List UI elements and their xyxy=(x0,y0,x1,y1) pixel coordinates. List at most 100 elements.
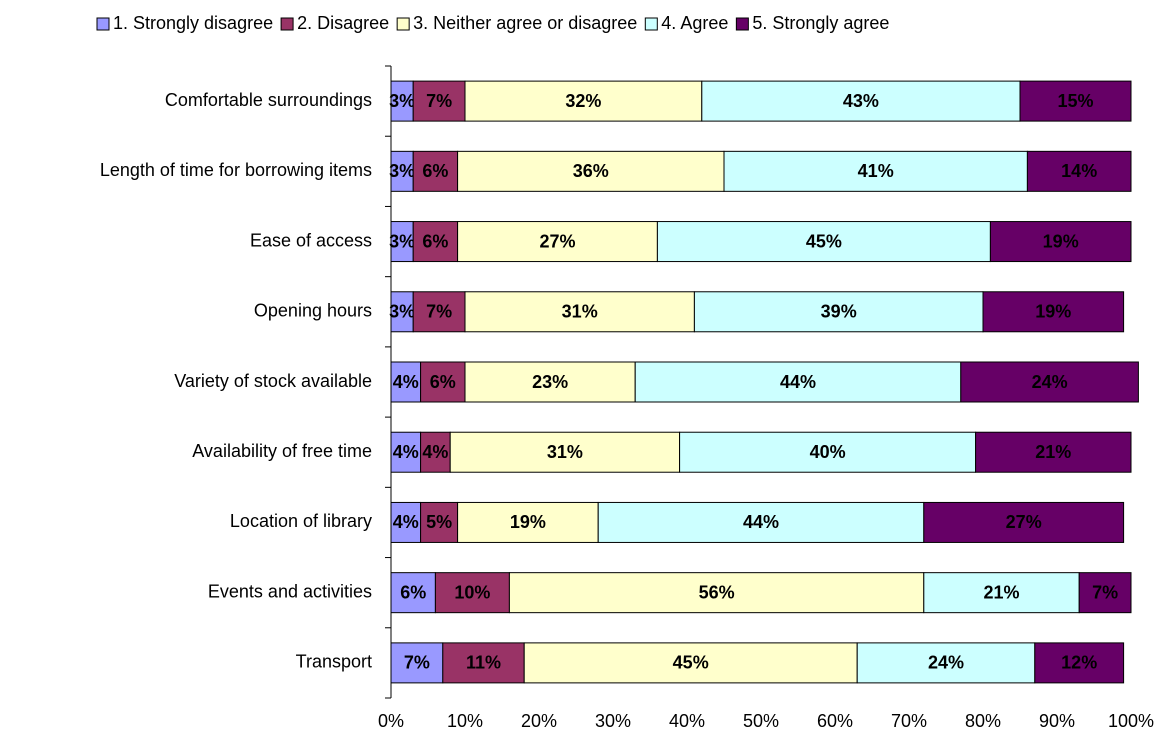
bar-segment xyxy=(390,501,422,543)
legend-swatch xyxy=(280,17,294,31)
data-label: 40% xyxy=(810,442,846,462)
y-tick-label: Transport xyxy=(296,652,372,672)
data-label: 31% xyxy=(547,442,583,462)
data-label: 4% xyxy=(422,442,448,462)
data-label: 7% xyxy=(426,302,452,322)
bar-segment xyxy=(597,501,925,543)
bar-segment xyxy=(390,361,422,403)
data-label: 12% xyxy=(1061,653,1097,673)
x-tick-label: 20% xyxy=(521,711,557,731)
data-label: 44% xyxy=(780,372,816,392)
bar-segment xyxy=(923,572,1080,614)
bar-segment xyxy=(464,291,695,333)
data-label: 19% xyxy=(510,512,546,532)
data-label: 4% xyxy=(393,512,419,532)
legend-label: 4. Agree xyxy=(661,13,728,33)
x-tick-label: 40% xyxy=(669,711,705,731)
data-label: 6% xyxy=(422,231,448,251)
bar-segment xyxy=(701,80,1021,122)
legend-label: 5. Strongly agree xyxy=(752,13,889,33)
data-label: 4% xyxy=(393,442,419,462)
bar-segment xyxy=(923,501,1125,543)
legend-label: 3. Neither agree or disagree xyxy=(413,13,637,33)
bar-segment xyxy=(989,221,1132,263)
data-label: 43% xyxy=(843,91,879,111)
bar-segment xyxy=(523,642,858,684)
bar-segment xyxy=(390,431,422,473)
bar-segment xyxy=(693,291,984,333)
y-tick-label: Length of time for borrowing items xyxy=(100,160,372,180)
legend-label: 1. Strongly disagree xyxy=(113,13,273,33)
x-tick-label: 90% xyxy=(1039,711,1075,731)
data-label: 41% xyxy=(858,161,894,181)
y-tick-label: Location of library xyxy=(230,511,372,531)
data-label: 10% xyxy=(454,582,490,602)
bar-segment xyxy=(1019,80,1132,122)
data-label: 7% xyxy=(1092,582,1118,602)
y-tick-label: Events and activities xyxy=(208,581,372,601)
legend-label: 2. Disagree xyxy=(297,13,389,33)
bar-segment xyxy=(634,361,962,403)
data-label: 7% xyxy=(426,91,452,111)
bar-segment xyxy=(390,572,436,614)
bar-segment xyxy=(1034,642,1125,684)
x-tick-label: 0% xyxy=(378,711,404,731)
bar-segment xyxy=(723,150,1028,192)
data-label: 39% xyxy=(821,302,857,322)
data-label: 3% xyxy=(389,91,415,111)
data-label: 31% xyxy=(562,302,598,322)
data-label: 5% xyxy=(426,512,452,532)
legend-swatch xyxy=(735,17,749,31)
legend-swatch xyxy=(396,17,410,31)
data-label: 27% xyxy=(1006,512,1042,532)
data-label: 11% xyxy=(466,653,501,673)
bar-segment xyxy=(449,431,681,473)
bar-segment xyxy=(679,431,977,473)
data-label: 36% xyxy=(573,161,609,181)
bar-segment xyxy=(412,291,466,333)
data-label: 15% xyxy=(1057,91,1093,111)
data-label: 27% xyxy=(539,231,575,251)
x-tick-label: 10% xyxy=(447,711,483,731)
bar-segment xyxy=(975,431,1132,473)
bar-segment xyxy=(856,642,1036,684)
data-label: 3% xyxy=(389,302,415,322)
data-label: 24% xyxy=(1032,372,1068,392)
y-tick-label: Variety of stock available xyxy=(174,371,372,391)
legend-swatch xyxy=(96,17,110,31)
bar-segment xyxy=(457,150,725,192)
bar-segment xyxy=(508,572,925,614)
y-tick-label: Opening hours xyxy=(254,301,372,321)
x-tick-label: 100% xyxy=(1108,711,1154,731)
bar-segment xyxy=(1078,572,1132,614)
x-tick-label: 30% xyxy=(595,711,631,731)
bar-segment xyxy=(1026,150,1132,192)
bar-segment xyxy=(390,642,444,684)
data-label: 3% xyxy=(389,161,415,181)
bar-segment xyxy=(457,221,658,263)
bar-segment xyxy=(442,642,525,684)
bar-segment xyxy=(420,431,451,473)
legend-swatch xyxy=(644,17,658,31)
data-label: 45% xyxy=(806,231,842,251)
bar-segment xyxy=(420,361,466,403)
data-label: 45% xyxy=(673,653,709,673)
data-label: 19% xyxy=(1035,302,1071,322)
data-label: 6% xyxy=(400,582,426,602)
data-label: 44% xyxy=(743,512,779,532)
y-tick-label: Availability of free time xyxy=(192,441,372,461)
data-label: 23% xyxy=(532,372,568,392)
data-label: 32% xyxy=(565,91,601,111)
x-tick-label: 70% xyxy=(891,711,927,731)
data-label: 14% xyxy=(1061,161,1097,181)
data-label: 19% xyxy=(1043,231,1079,251)
y-tick-label: Ease of access xyxy=(250,230,372,250)
x-tick-label: 50% xyxy=(743,711,779,731)
data-label: 6% xyxy=(430,372,456,392)
data-label: 3% xyxy=(389,231,415,251)
data-label: 56% xyxy=(699,582,735,602)
x-tick-label: 60% xyxy=(817,711,853,731)
data-label: 6% xyxy=(422,161,448,181)
bar-segment xyxy=(656,221,991,263)
data-label: 24% xyxy=(928,653,964,673)
